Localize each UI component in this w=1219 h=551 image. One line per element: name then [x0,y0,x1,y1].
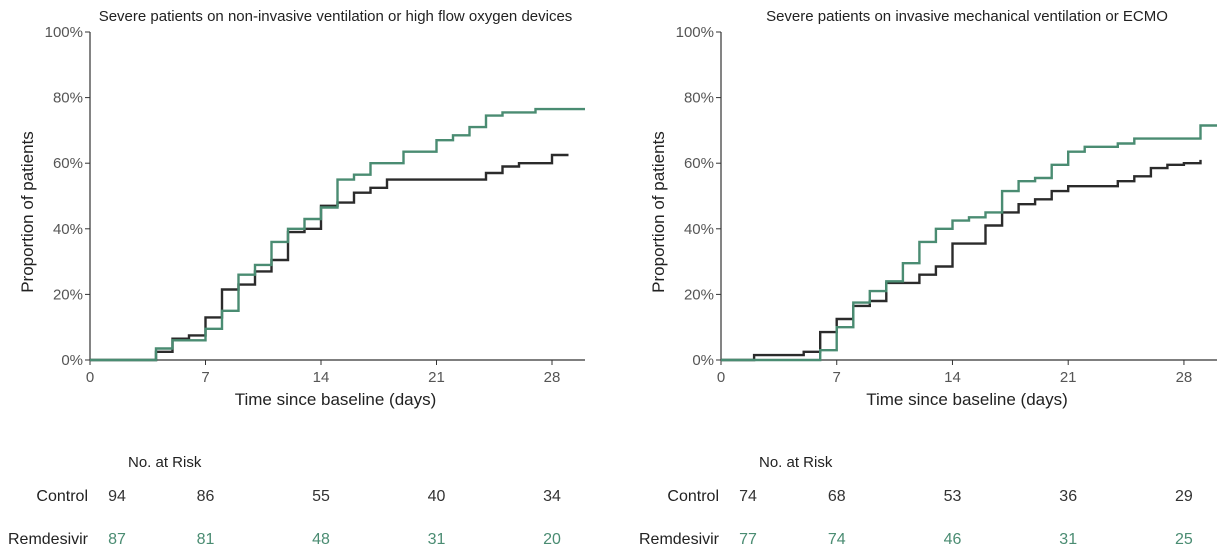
risk-value: 40 [428,488,446,505]
y-tick-label: 20% [53,286,83,303]
control-step-curve [90,153,569,362]
risk-row-label: Control [36,488,88,505]
risk-row-label: Control [667,488,719,505]
risk-value: 74 [828,531,846,548]
x-axis-label: Time since baseline (days) [866,390,1068,409]
risk-value: 74 [739,488,757,505]
risk-value: 94 [108,488,126,505]
chart-title: Severe patients on invasive mechanical v… [766,8,1168,25]
x-tick-label: 14 [313,369,330,386]
y-tick-label: 60% [53,155,83,172]
y-tick-label: 100% [45,24,83,41]
risk-value: 48 [312,531,330,548]
x-tick-label: 21 [1060,369,1077,386]
x-tick-label: 0 [86,369,94,386]
risk-table-heading: No. at Risk [759,454,833,471]
risk-table-heading: No. at Risk [128,454,202,471]
risk-value: 46 [944,531,962,548]
risk-value: 31 [1059,531,1077,548]
y-tick-label: 0% [61,352,83,369]
remdesivir-step-curve [90,107,585,362]
risk-value: 55 [312,488,330,505]
risk-row-label: Remdesivir [639,531,720,548]
control-step-curve [721,159,1202,362]
y-tick-label: 40% [53,221,83,238]
x-tick-label: 7 [201,369,209,386]
risk-value: 53 [944,488,962,505]
risk-value: 36 [1059,488,1077,505]
x-tick-label: 14 [944,369,961,386]
x-tick-label: 21 [428,369,445,386]
risk-row-label: Remdesivir [8,531,89,548]
chart-panel-2: Severe patients on invasive mechanical v… [649,8,1217,409]
x-tick-label: 0 [717,369,725,386]
chart-panel-1: Severe patients on non-invasive ventilat… [18,8,585,409]
risk-value: 25 [1175,531,1193,548]
x-axis-label: Time since baseline (days) [235,390,437,409]
risk-value: 77 [739,531,757,548]
chart-title: Severe patients on non-invasive ventilat… [99,8,573,25]
y-tick-label: 0% [692,352,714,369]
x-tick-label: 28 [1176,369,1193,386]
y-tick-label: 100% [676,24,714,41]
y-tick-label: 80% [684,90,714,107]
y-tick-label: 40% [684,221,714,238]
risk-value: 68 [828,488,846,505]
x-tick-label: 7 [833,369,841,386]
risk-value: 34 [543,488,561,505]
risk-value: 86 [197,488,215,505]
risk-value: 20 [543,531,561,548]
risk-value: 31 [428,531,446,548]
y-tick-label: 20% [684,286,714,303]
risk-value: 87 [108,531,126,548]
risk-value: 29 [1175,488,1193,505]
risk-table-1: No. at Risk Control 94 86 55 40 34 Remdesivir 87… [8,454,561,548]
remdesivir-step-curve [721,124,1217,362]
y-tick-label: 60% [684,155,714,172]
y-axis-label: Proportion of patients [18,131,37,293]
risk-table-2: No. at Risk Control 74 68 53 36 29 Remdesivir 77… [639,454,1193,548]
y-axis-label: Proportion of patients [649,131,668,293]
x-tick-label: 28 [544,369,561,386]
y-tick-label: 80% [53,90,83,107]
risk-value: 81 [197,531,215,548]
